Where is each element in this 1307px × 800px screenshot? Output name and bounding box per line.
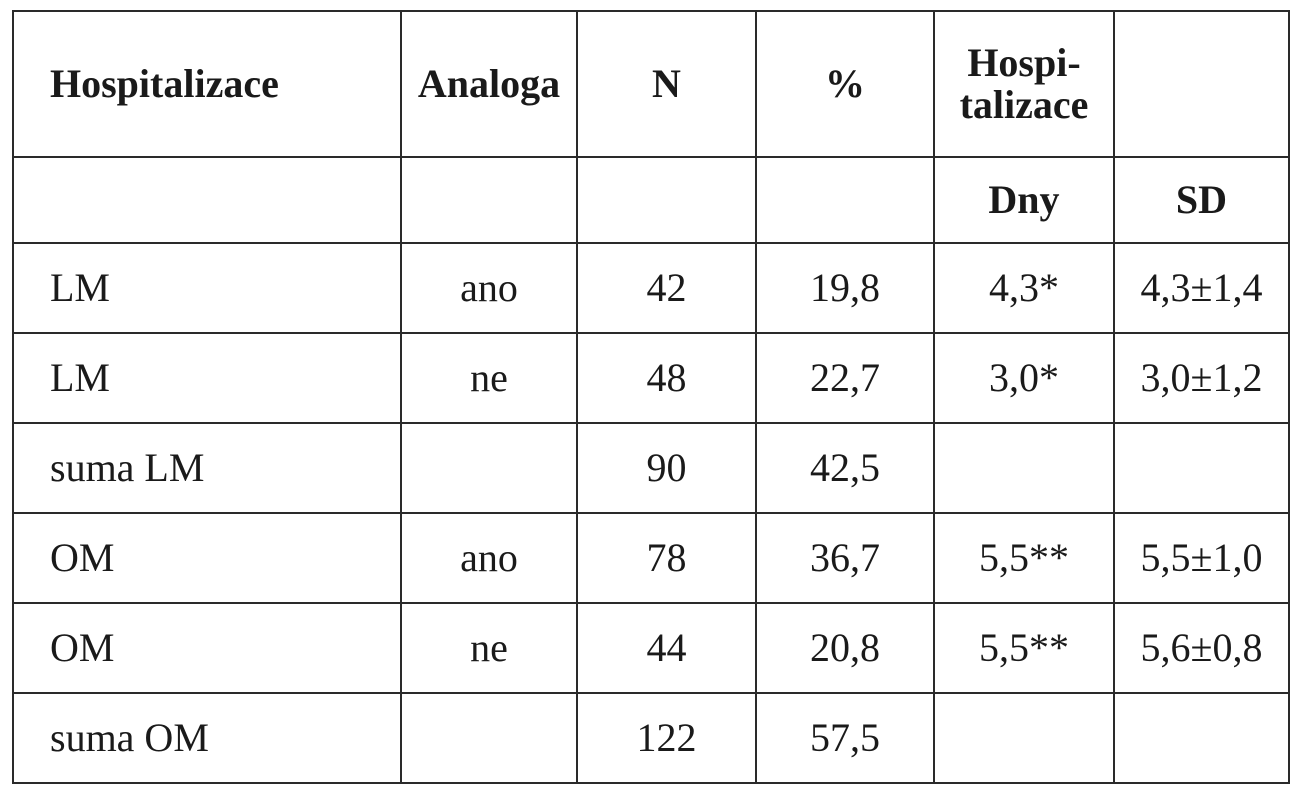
table-row: LM ne 48 22,7 3,0* 3,0±1,2 bbox=[12, 332, 1290, 424]
cell-analoga: ano bbox=[400, 242, 578, 334]
cell-percent: 36,7 bbox=[755, 512, 935, 604]
cell-dny bbox=[933, 692, 1115, 784]
cell-analoga bbox=[400, 422, 578, 514]
cell-percent: 57,5 bbox=[755, 692, 935, 784]
cell-sd: 4,3±1,4 bbox=[1113, 242, 1290, 334]
header-percent: % bbox=[755, 10, 935, 158]
table-subheader-row: Dny SD bbox=[12, 156, 1290, 244]
cell-dny: 3,0* bbox=[933, 332, 1115, 424]
cell-dny: 4,3* bbox=[933, 242, 1115, 334]
cell-n: 90 bbox=[576, 422, 757, 514]
cell-analoga bbox=[400, 692, 578, 784]
cell-dny: 5,5** bbox=[933, 602, 1115, 694]
cell-percent: 20,8 bbox=[755, 602, 935, 694]
cell-n: 78 bbox=[576, 512, 757, 604]
cell-group: LM bbox=[12, 242, 402, 334]
subheader-empty-1 bbox=[12, 156, 402, 244]
cell-percent: 42,5 bbox=[755, 422, 935, 514]
header-hospitalizace: Hospitalizace bbox=[12, 10, 402, 158]
cell-dny: 5,5** bbox=[933, 512, 1115, 604]
table-header-row: Hospitalizace Analoga N % Hospi-talizace bbox=[12, 10, 1290, 158]
cell-analoga: ne bbox=[400, 602, 578, 694]
cell-analoga: ne bbox=[400, 332, 578, 424]
header-hospitalizace-line1: Hospi- bbox=[967, 40, 1081, 85]
cell-group: LM bbox=[12, 332, 402, 424]
header-blank bbox=[1113, 10, 1290, 158]
table-row: suma OM 122 57,5 bbox=[12, 692, 1290, 784]
subheader-empty-3 bbox=[576, 156, 757, 244]
subheader-sd: SD bbox=[1113, 156, 1290, 244]
cell-sd: 5,5±1,0 bbox=[1113, 512, 1290, 604]
cell-group: OM bbox=[12, 512, 402, 604]
hospitalization-table: Hospitalizace Analoga N % Hospi-talizace… bbox=[12, 10, 1290, 784]
table-row: OM ano 78 36,7 5,5** 5,5±1,0 bbox=[12, 512, 1290, 604]
header-hospitalizace-split: Hospi-talizace bbox=[933, 10, 1115, 158]
cell-group: suma OM bbox=[12, 692, 402, 784]
header-hospitalizace-line2: talizace bbox=[959, 82, 1089, 127]
cell-dny bbox=[933, 422, 1115, 514]
cell-sd bbox=[1113, 692, 1290, 784]
cell-n: 44 bbox=[576, 602, 757, 694]
cell-group: OM bbox=[12, 602, 402, 694]
cell-analoga: ano bbox=[400, 512, 578, 604]
cell-group: suma LM bbox=[12, 422, 402, 514]
cell-sd: 5,6±0,8 bbox=[1113, 602, 1290, 694]
cell-percent: 22,7 bbox=[755, 332, 935, 424]
table-row: OM ne 44 20,8 5,5** 5,6±0,8 bbox=[12, 602, 1290, 694]
header-analoga: Analoga bbox=[400, 10, 578, 158]
subheader-empty-2 bbox=[400, 156, 578, 244]
subheader-dny: Dny bbox=[933, 156, 1115, 244]
table-row: LM ano 42 19,8 4,3* 4,3±1,4 bbox=[12, 242, 1290, 334]
cell-percent: 19,8 bbox=[755, 242, 935, 334]
cell-n: 42 bbox=[576, 242, 757, 334]
subheader-empty-4 bbox=[755, 156, 935, 244]
cell-n: 48 bbox=[576, 332, 757, 424]
header-n: N bbox=[576, 10, 757, 158]
table-row: suma LM 90 42,5 bbox=[12, 422, 1290, 514]
cell-sd bbox=[1113, 422, 1290, 514]
cell-sd: 3,0±1,2 bbox=[1113, 332, 1290, 424]
cell-n: 122 bbox=[576, 692, 757, 784]
